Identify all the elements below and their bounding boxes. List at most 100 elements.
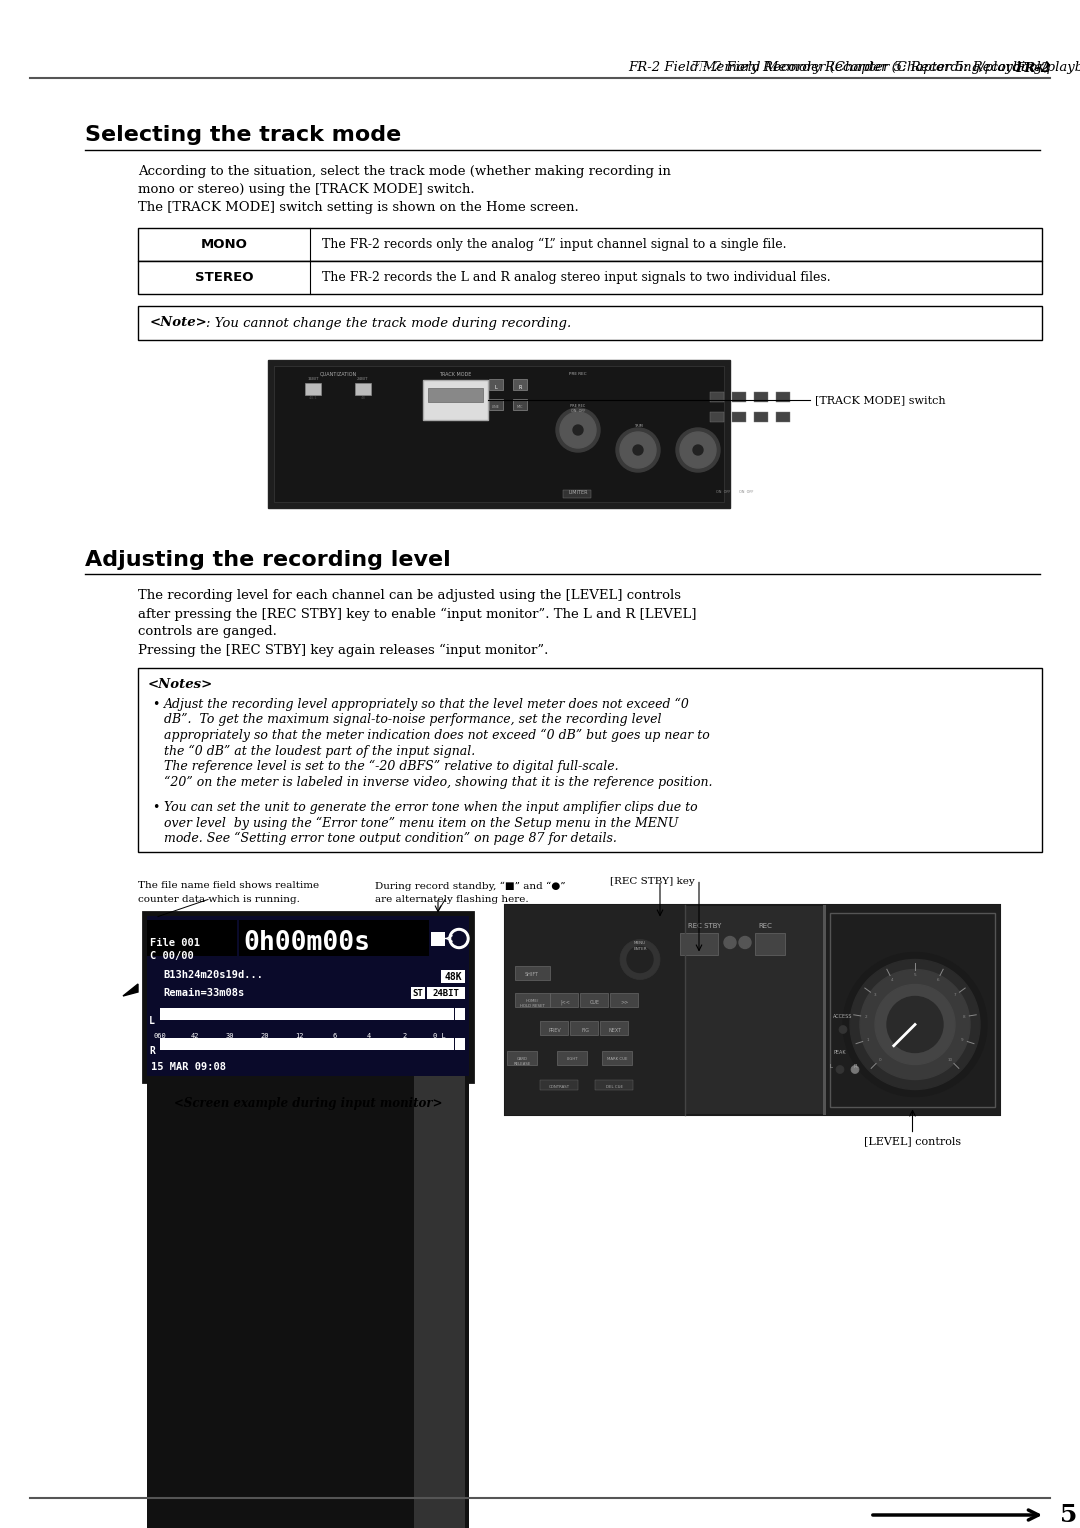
Text: •: •	[152, 698, 160, 711]
Text: 51: 51	[1059, 1504, 1080, 1526]
Circle shape	[693, 445, 703, 455]
Text: 6: 6	[936, 978, 939, 983]
Text: 15 MAR 09:08: 15 MAR 09:08	[151, 1062, 226, 1071]
Text: appropriately so that the meter indication does not exceed “0 dB” but goes up ne: appropriately so that the meter indicati…	[164, 729, 710, 743]
Bar	[138, 261, 1042, 293]
Text: REC STBY: REC STBY	[688, 923, 721, 929]
Text: CUE: CUE	[590, 999, 600, 1004]
Text: 24BIT: 24BIT	[357, 377, 368, 380]
Text: PREV: PREV	[549, 1027, 562, 1033]
Text: dB”.  To get the maximum signal-to-noise performance, set the recording level: dB”. To get the maximum signal-to-noise …	[164, 714, 661, 726]
Circle shape	[633, 445, 643, 455]
Text: TRIM: TRIM	[634, 423, 643, 428]
Text: L: L	[831, 1065, 833, 1070]
Text: ON  OFF: ON OFF	[739, 490, 753, 494]
Text: 44.1: 44.1	[309, 396, 318, 400]
Text: L: L	[149, 1016, 154, 1025]
Text: controls are ganged.: controls are ganged.	[138, 625, 276, 639]
Bar	[505, 905, 685, 1114]
Bar	[268, 361, 730, 507]
Text: CONTRAST: CONTRAST	[549, 1085, 569, 1088]
Text: 42: 42	[191, 1033, 199, 1039]
Circle shape	[627, 946, 653, 972]
Bar	[427, 987, 465, 998]
Text: CARD
RELEASE: CARD RELEASE	[513, 1057, 530, 1067]
Text: 16BIT: 16BIT	[307, 377, 319, 380]
Text: 0: 0	[878, 1057, 881, 1062]
Text: Selecting the track mode: Selecting the track mode	[85, 125, 402, 145]
Text: Adjusting the recording level: Adjusting the recording level	[85, 550, 450, 570]
Text: mono or stereo) using the [TRACK MODE] switch.: mono or stereo) using the [TRACK MODE] s…	[138, 183, 474, 197]
Text: The file name field shows realtime: The file name field shows realtime	[138, 882, 319, 891]
Text: R: R	[853, 1065, 856, 1070]
Text: MENU: MENU	[634, 941, 646, 946]
Bar	[557, 1051, 588, 1065]
Text: R: R	[518, 385, 522, 390]
Bar	[441, 969, 465, 983]
Bar	[414, 1076, 465, 1528]
Text: 48: 48	[361, 396, 365, 400]
Bar	[489, 379, 503, 390]
Bar	[777, 393, 789, 402]
Text: 24BIT: 24BIT	[433, 990, 459, 998]
Text: FIG: FIG	[581, 1027, 589, 1033]
Text: HOME/
HOLD RESET: HOME/ HOLD RESET	[519, 999, 544, 1008]
Bar	[710, 393, 724, 402]
Text: 060: 060	[153, 1033, 166, 1039]
Text: ENTER: ENTER	[633, 947, 647, 952]
Text: LIGHT: LIGHT	[566, 1057, 578, 1062]
Text: STEREO: STEREO	[194, 270, 253, 284]
Bar	[505, 905, 1000, 1114]
Bar	[754, 393, 768, 402]
Text: [TRACK MODE] switch: [TRACK MODE] switch	[815, 396, 946, 405]
Text: •: •	[152, 801, 160, 814]
Bar	[732, 393, 746, 402]
Bar	[507, 1051, 537, 1065]
Text: ST: ST	[413, 990, 423, 998]
Bar	[680, 932, 718, 955]
Bar	[513, 379, 527, 390]
Text: >>: >>	[621, 999, 630, 1004]
Bar	[274, 367, 724, 503]
Circle shape	[887, 996, 943, 1053]
Bar	[540, 1021, 568, 1034]
Circle shape	[676, 428, 720, 472]
Text: counter data which is running.: counter data which is running.	[138, 895, 300, 905]
Text: 10: 10	[948, 1057, 953, 1062]
Text: According to the situation, select the track mode (whether making recording in: According to the situation, select the t…	[138, 165, 671, 179]
Text: [REC STBY] key: [REC STBY] key	[610, 877, 694, 886]
Text: SHIFT: SHIFT	[525, 972, 539, 978]
Bar	[411, 987, 426, 998]
Text: Remain=33m08s: Remain=33m08s	[163, 987, 244, 998]
Bar	[431, 932, 445, 946]
Text: 5: 5	[914, 972, 916, 976]
Bar	[239, 920, 429, 955]
Text: DEL CUE: DEL CUE	[606, 1085, 622, 1088]
Bar	[160, 1038, 454, 1050]
Bar	[160, 1007, 454, 1019]
Text: FR-2 Field Memory Recorder (Chapter 5: Recording/playback): FR-2 Field Memory Recorder (Chapter 5: R…	[690, 61, 1080, 75]
Bar	[138, 306, 1042, 341]
Text: 20: 20	[260, 1033, 269, 1039]
Text: 0 L: 0 L	[433, 1033, 445, 1039]
Bar	[823, 905, 826, 1114]
Circle shape	[616, 428, 660, 472]
Text: C 00/00: C 00/00	[150, 950, 193, 961]
Bar	[710, 413, 724, 422]
Bar	[610, 993, 638, 1007]
Bar	[428, 388, 483, 402]
Circle shape	[680, 432, 716, 468]
Circle shape	[724, 937, 735, 949]
Text: 9: 9	[961, 1038, 963, 1042]
Bar	[515, 993, 550, 1007]
Text: MARK CUE: MARK CUE	[607, 1057, 627, 1062]
Text: the “0 dB” at the loudest part of the input signal.: the “0 dB” at the loudest part of the in…	[164, 744, 475, 758]
Bar	[143, 912, 473, 1082]
Text: LINE: LINE	[492, 405, 500, 410]
Text: R: R	[149, 1045, 154, 1056]
Text: The FR-2 records the L and R analog stereo input signals to two individual files: The FR-2 records the L and R analog ster…	[322, 270, 831, 284]
Text: PRE REC: PRE REC	[569, 371, 586, 376]
Text: 12: 12	[295, 1033, 303, 1039]
Circle shape	[739, 937, 751, 949]
Bar	[138, 228, 1042, 261]
